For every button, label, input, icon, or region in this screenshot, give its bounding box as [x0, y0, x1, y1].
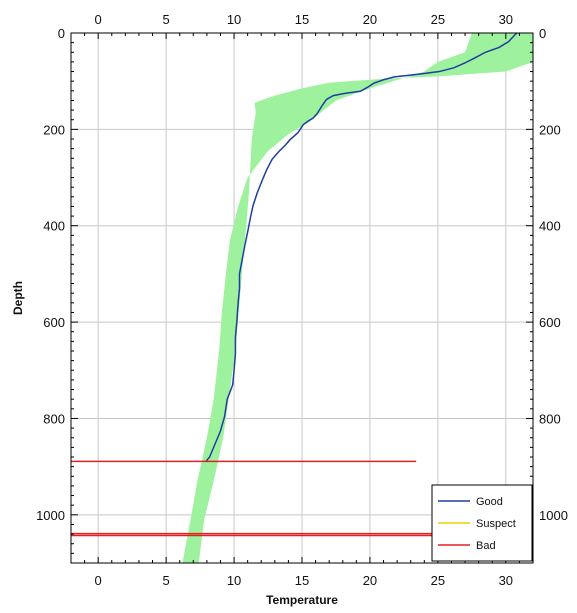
- y-tick-label-right-1: 200: [539, 122, 561, 137]
- y-tick-label-left-1: 200: [43, 122, 65, 137]
- x-tick-label-bottom-4: 20: [363, 573, 377, 588]
- y-axis-title: Depth: [11, 281, 25, 315]
- legend: Good Suspect Bad: [431, 484, 533, 562]
- legend-label-suspect: Suspect: [476, 518, 516, 530]
- series-line-good: [204, 32, 518, 463]
- x-tick-label-bottom-1: 5: [163, 573, 170, 588]
- y-tick-label-right-0: 0: [539, 26, 546, 41]
- x-tick-label-top-3: 15: [295, 12, 309, 27]
- x-tick-label-bottom-2: 10: [227, 573, 241, 588]
- y-tick-label-left-2: 400: [43, 219, 65, 234]
- y-tick-label-right-4: 800: [539, 411, 561, 426]
- y-tick-label-left-4: 800: [43, 411, 65, 426]
- y-tick-label-left-5: 1000: [36, 508, 65, 523]
- x-tick-label-bottom-5: 25: [431, 573, 445, 588]
- y-tick-label-right-5: 1000: [539, 508, 568, 523]
- x-tick-label-top-5: 25: [431, 12, 445, 27]
- legend-label-bad: Bad: [476, 540, 496, 552]
- x-axis-title: Temperature: [266, 593, 338, 607]
- y-tick-label-left-3: 600: [43, 315, 65, 330]
- x-tick-label-top-1: 5: [163, 12, 170, 27]
- y-tick-label-left-0: 0: [58, 26, 65, 41]
- y-tick-label-right-2: 400: [539, 219, 561, 234]
- x-tick-label-top-2: 10: [227, 12, 241, 27]
- legend-label-good: Good: [476, 496, 503, 508]
- y-tick-label-right-3: 600: [539, 315, 561, 330]
- x-tick-label-bottom-6: 30: [499, 573, 513, 588]
- x-tick-label-bottom-3: 15: [295, 573, 309, 588]
- x-tick-label-top-0: 0: [95, 12, 102, 27]
- x-tick-label-top-6: 30: [499, 12, 513, 27]
- tick-labels-layer: 0 0 5 5 10 10 15 15 20 20 25 25 30 30 0 0 200 200 400 400 60…: [36, 12, 568, 588]
- x-tick-label-bottom-0: 0: [95, 573, 102, 588]
- x-tick-label-top-4: 20: [363, 12, 377, 27]
